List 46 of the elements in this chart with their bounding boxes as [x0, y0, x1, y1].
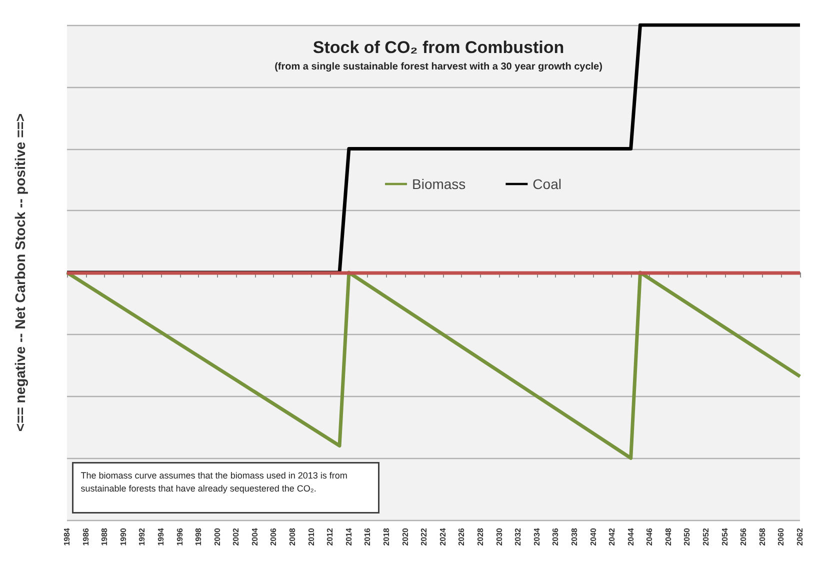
x-tick-label: 2046 [645, 527, 654, 546]
x-tick-label: 2014 [344, 527, 354, 546]
x-tick-label: 2024 [438, 527, 448, 546]
legend-label: Coal [532, 176, 562, 192]
text: (from a single sustainable forest harvest with a 30 year growth cycle) [274, 62, 602, 72]
x-tick-label: 2020 [400, 527, 410, 546]
x-tick-label: 2028 [476, 527, 485, 546]
x-tick-label: 2040 [588, 527, 598, 546]
x-tick-label: 1988 [100, 527, 110, 546]
x-tick-label: 2006 [269, 527, 278, 546]
x-tick-label: 2058 [758, 527, 767, 546]
x-tick-label: 2060 [776, 527, 786, 546]
x-tick-label: 2002 [232, 527, 241, 546]
text: Stock of CO₂ from Combustion [312, 38, 564, 57]
legend-label: Biomass [412, 176, 466, 192]
x-tick-label: 2042 [608, 527, 617, 546]
x-tick-label: 2034 [532, 527, 542, 546]
x-tick-label: 1986 [81, 527, 90, 546]
x-tick-label: 2026 [457, 527, 466, 546]
x-tick-label: 2036 [551, 527, 560, 546]
x-tick-label: 1984 [62, 527, 72, 546]
x-tick-label: 2032 [514, 527, 523, 546]
x-tick-label: 2062 [796, 527, 804, 546]
x-tick-label: 1992 [138, 527, 147, 546]
x-tick-label: 2038 [570, 527, 579, 546]
x-tick-label: 2050 [682, 527, 692, 546]
x-tick-label: 2054 [720, 527, 730, 546]
x-tick-label: 2030 [494, 527, 504, 546]
y-axis-title: <== negative -- Net Carbon Stock -- positive ==> [12, 113, 28, 432]
x-tick-label: 2008 [288, 527, 298, 546]
x-tick-label: 1994 [156, 527, 166, 546]
x-tick-label: 2012 [326, 527, 335, 546]
x-tick-label: 2016 [363, 527, 372, 546]
x-tick-label: 1990 [118, 527, 128, 546]
text: The biomass curve assumes that the biomass used in 2013 is from sustainable forests that have already sequestered the CO₂. [80, 470, 350, 494]
x-tick-label: 2044 [626, 527, 636, 546]
x-tick-label: 2000 [212, 527, 222, 546]
x-tick-label: 2048 [664, 527, 673, 546]
x-tick-label: 2052 [702, 527, 711, 546]
x-tick-label: 2018 [382, 527, 392, 546]
x-tick-label: 2004 [250, 527, 260, 546]
x-tick-label: 2010 [306, 527, 316, 546]
x-tick-label: 1998 [194, 527, 204, 546]
x-tick-label: 2056 [739, 527, 748, 546]
x-tick-label: 2022 [420, 527, 429, 546]
x-tick-label: 1996 [175, 527, 184, 546]
